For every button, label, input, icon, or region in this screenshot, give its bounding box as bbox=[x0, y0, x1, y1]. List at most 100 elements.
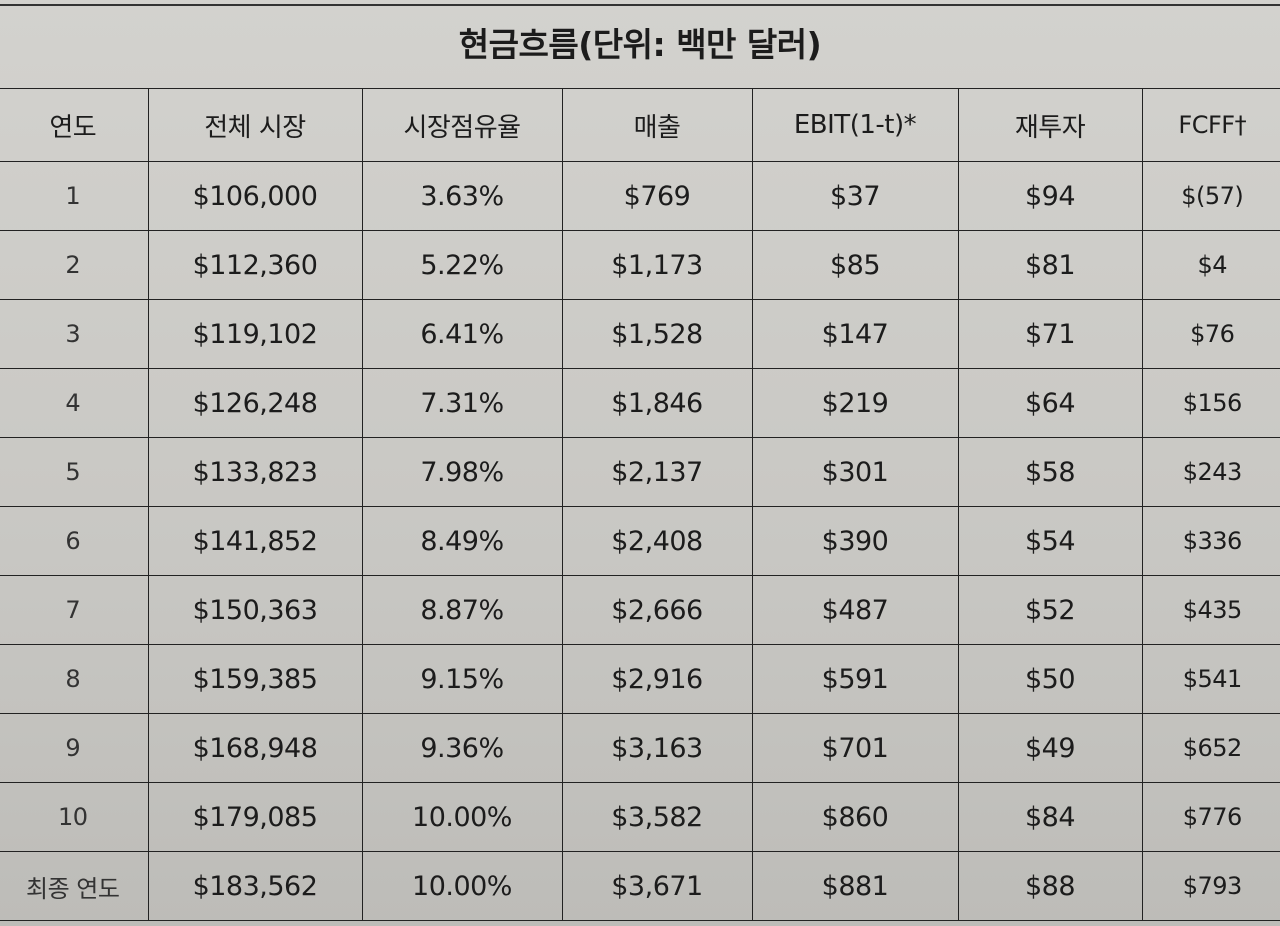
column-header: 연도 bbox=[0, 88, 149, 162]
table-cell: 7.98% bbox=[361, 437, 563, 507]
table-cell: $776 bbox=[1141, 782, 1280, 852]
table-cell: $881 bbox=[751, 851, 959, 921]
table-cell: $156 bbox=[1141, 368, 1280, 438]
table-row: 6 $141,852 8.49% $2,408 $390 $54 $336 bbox=[0, 506, 1280, 576]
table-cell: $133,823 bbox=[147, 437, 363, 507]
top-rule bbox=[0, 4, 1280, 6]
table-cell: $168,948 bbox=[147, 713, 363, 783]
table-cell: $2,137 bbox=[561, 437, 753, 507]
table-row: 9 $168,948 9.36% $3,163 $701 $49 $652 bbox=[0, 713, 1280, 783]
table-cell: 1 bbox=[0, 161, 149, 231]
column-header: 매출 bbox=[561, 88, 753, 162]
table-row: 4 $126,248 7.31% $1,846 $219 $64 $156 bbox=[0, 368, 1280, 438]
table-cell: $159,385 bbox=[147, 644, 363, 714]
table-cell: 9.15% bbox=[361, 644, 563, 714]
column-header: FCFF† bbox=[1141, 88, 1280, 162]
table-cell: 9.36% bbox=[361, 713, 563, 783]
table-cell: 3 bbox=[0, 299, 149, 369]
table-cell: 10.00% bbox=[361, 851, 563, 921]
table-cell: $126,248 bbox=[147, 368, 363, 438]
table-cell: $793 bbox=[1141, 851, 1280, 921]
table-cell: $(57) bbox=[1141, 161, 1280, 231]
table-cell: $76 bbox=[1141, 299, 1280, 369]
table-cell: $3,163 bbox=[561, 713, 753, 783]
table-cell: $4 bbox=[1141, 230, 1280, 300]
table-row: 10 $179,085 10.00% $3,582 $860 $84 $776 bbox=[0, 782, 1280, 852]
table-cell: 9 bbox=[0, 713, 149, 783]
table-cell: $64 bbox=[957, 368, 1143, 438]
table-cell: $49 bbox=[957, 713, 1143, 783]
column-header: 전체 시장 bbox=[147, 88, 363, 162]
table-cell: $701 bbox=[751, 713, 959, 783]
table-cell: $88 bbox=[957, 851, 1143, 921]
table-cell: $54 bbox=[957, 506, 1143, 576]
table-cell: $541 bbox=[1141, 644, 1280, 714]
table-cell: $2,916 bbox=[561, 644, 753, 714]
table-cell: $3,671 bbox=[561, 851, 753, 921]
table-cell: $147 bbox=[751, 299, 959, 369]
table-cell: $390 bbox=[751, 506, 959, 576]
table-cell: 7.31% bbox=[361, 368, 563, 438]
table-cell: $769 bbox=[561, 161, 753, 231]
table-cell: 5 bbox=[0, 437, 149, 507]
table-cell: $1,173 bbox=[561, 230, 753, 300]
cash-flow-table: 연도 전체 시장 시장점유율 매출 EBIT(1-t)* 재투자 FCFF† 1 $106,0… bbox=[0, 88, 1280, 921]
table-title: 현금흐름(단위: 백만 달러) bbox=[458, 25, 822, 64]
table-cell: $301 bbox=[751, 437, 959, 507]
column-header: 재투자 bbox=[957, 88, 1143, 162]
table-cell: $71 bbox=[957, 299, 1143, 369]
table-cell: $37 bbox=[751, 161, 959, 231]
table-cell: $860 bbox=[751, 782, 959, 852]
table-cell: $94 bbox=[957, 161, 1143, 231]
table-cell: $243 bbox=[1141, 437, 1280, 507]
table-cell: $591 bbox=[751, 644, 959, 714]
table-cell: 10 bbox=[0, 782, 149, 852]
table-cell: $219 bbox=[751, 368, 959, 438]
table-cell: $1,528 bbox=[561, 299, 753, 369]
table-cell: $179,085 bbox=[147, 782, 363, 852]
table-cell: $84 bbox=[957, 782, 1143, 852]
column-header: EBIT(1-t)* bbox=[751, 88, 959, 162]
table-cell: $112,360 bbox=[147, 230, 363, 300]
table-cell: 2 bbox=[0, 230, 149, 300]
table-cell: $2,666 bbox=[561, 575, 753, 645]
table-cell: $106,000 bbox=[147, 161, 363, 231]
table-cell: 5.22% bbox=[361, 230, 563, 300]
table-cell: $652 bbox=[1141, 713, 1280, 783]
table-cell: 6.41% bbox=[361, 299, 563, 369]
table-cell: $50 bbox=[957, 644, 1143, 714]
table-cell: 최종 연도 bbox=[0, 851, 149, 921]
table-row: 5 $133,823 7.98% $2,137 $301 $58 $243 bbox=[0, 437, 1280, 507]
column-header: 시장점유율 bbox=[361, 88, 563, 162]
table-cell: $183,562 bbox=[147, 851, 363, 921]
table-cell: $2,408 bbox=[561, 506, 753, 576]
table-cell: $336 bbox=[1141, 506, 1280, 576]
header-row: 연도 전체 시장 시장점유율 매출 EBIT(1-t)* 재투자 FCFF† bbox=[0, 88, 1280, 162]
table-cell: $141,852 bbox=[147, 506, 363, 576]
table-cell: $81 bbox=[957, 230, 1143, 300]
table-cell: $1,846 bbox=[561, 368, 753, 438]
table-cell: $58 bbox=[957, 437, 1143, 507]
table-cell: 4 bbox=[0, 368, 149, 438]
table-cell: $435 bbox=[1141, 575, 1280, 645]
table-row: 7 $150,363 8.87% $2,666 $487 $52 $435 bbox=[0, 575, 1280, 645]
table-cell: $85 bbox=[751, 230, 959, 300]
table-cell: $487 bbox=[751, 575, 959, 645]
table-cell: 8.49% bbox=[361, 506, 563, 576]
table-cell: $150,363 bbox=[147, 575, 363, 645]
table-cell: 7 bbox=[0, 575, 149, 645]
table-cell: 8.87% bbox=[361, 575, 563, 645]
table-cell: 6 bbox=[0, 506, 149, 576]
table-cell: 10.00% bbox=[361, 782, 563, 852]
table-row: 1 $106,000 3.63% $769 $37 $94 $(57) bbox=[0, 161, 1280, 231]
table-row: 2 $112,360 5.22% $1,173 $85 $81 $4 bbox=[0, 230, 1280, 300]
table-row: 3 $119,102 6.41% $1,528 $147 $71 $76 bbox=[0, 299, 1280, 369]
table-cell: 8 bbox=[0, 644, 149, 714]
table-cell: 3.63% bbox=[361, 161, 563, 231]
table-row: 최종 연도 $183,562 10.00% $3,671 $881 $88 $793 bbox=[0, 851, 1280, 921]
table-cell: $52 bbox=[957, 575, 1143, 645]
table-row: 8 $159,385 9.15% $2,916 $591 $50 $541 bbox=[0, 644, 1280, 714]
table-cell: $119,102 bbox=[147, 299, 363, 369]
table-cell: $3,582 bbox=[561, 782, 753, 852]
